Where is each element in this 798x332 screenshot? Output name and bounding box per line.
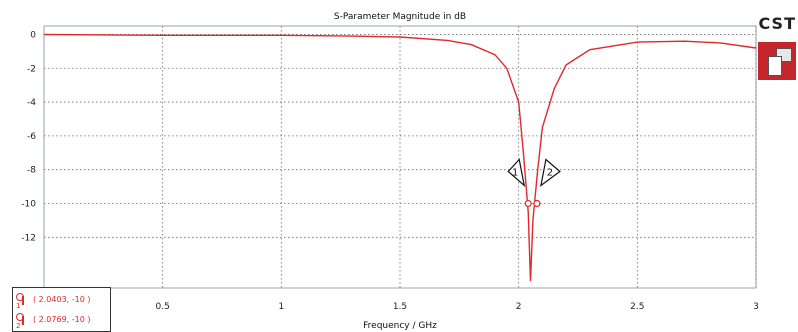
legend-entry-2: 2 ( 2.0769, -10 ) [15, 312, 91, 330]
x-tick-label: 2 [516, 302, 522, 312]
legend-entry-2-text: ( 2.0769, -10 ) [33, 314, 91, 324]
legend-entry-1-text: ( 2.0403, -10 ) [33, 294, 91, 304]
marker-1-point [524, 199, 532, 208]
grid [44, 26, 757, 288]
y-tick-label: -8 [27, 166, 36, 176]
series-group [43, 33, 757, 282]
marker-1-flag-icon [507, 158, 526, 188]
marker-2-icon: 2 [15, 313, 25, 330]
legend-entry-1: 1 ( 2.0403, -10 ) [15, 292, 91, 310]
x-tick-label: 1.5 [393, 302, 407, 312]
marker-legend: 1 ( 2.0403, -10 ) 2 ( 2.0769, -10 ) [12, 287, 111, 332]
plot-area [43, 25, 757, 289]
x-tick-label: 0.5 [156, 302, 170, 312]
x-tick-labels: 0.5 1 1.5 2 2.5 3 [156, 302, 759, 312]
marker-2-flag-icon [540, 158, 561, 187]
y-tick-labels: 0 -2 -4 -6 -8 -10 -12 [21, 30, 36, 243]
y-tick-label: 0 [30, 30, 36, 40]
x-tick-label: 1 [278, 302, 284, 312]
y-tick-label: -6 [27, 132, 36, 142]
y-tick-label: -2 [27, 64, 36, 74]
chart-title: S-Parameter Magnitude in dB [334, 12, 466, 22]
x-tick-label: 2.5 [630, 302, 644, 312]
cst-brand-text: CST [758, 14, 796, 33]
s11-series-line [43, 33, 757, 282]
y-tick-label: -10 [21, 199, 36, 209]
marker-1-icon: 1 [15, 293, 25, 310]
x-axis-label: Frequency / GHz [363, 321, 437, 331]
marker-2-label: 2 [547, 167, 553, 178]
marker-1-label: 1 [512, 167, 518, 178]
cst-logo-icon [758, 42, 796, 80]
marker-2-point [533, 199, 541, 208]
x-tick-label: 3 [753, 302, 759, 312]
y-tick-label: -12 [21, 233, 36, 243]
y-tick-label: -4 [27, 98, 36, 108]
